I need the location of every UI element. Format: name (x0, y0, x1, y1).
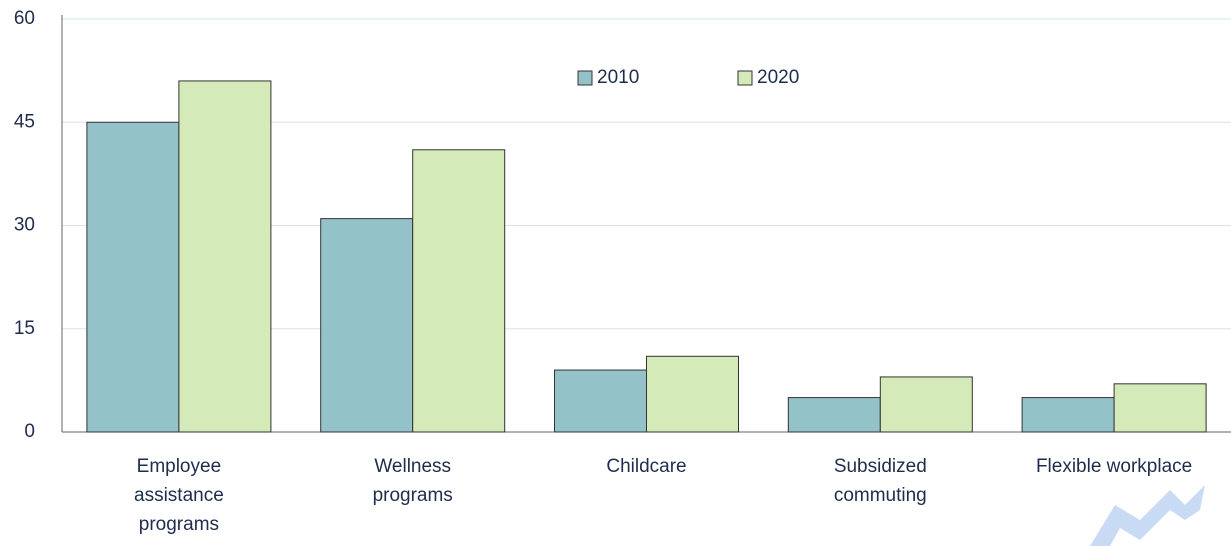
x-tick-label: Subsidized commuting (833, 456, 927, 506)
legend-label: 2010 (597, 67, 639, 88)
legend-swatch (577, 70, 593, 86)
legend-swatch (737, 70, 753, 86)
bar (1021, 397, 1115, 433)
bar (554, 369, 647, 433)
logo (1090, 485, 1205, 546)
x-tick-label: Flexible workplace (1035, 456, 1193, 477)
y-tick-label: 0 (24, 421, 35, 442)
y-tick-label: 15 (14, 318, 35, 339)
y-tick-label: 60 (14, 8, 35, 29)
x-tick-label: Employee assistance programs (134, 456, 224, 535)
x-tick-label: Childcare (606, 456, 687, 477)
legend-label: 2020 (757, 67, 799, 88)
x-tick-label: Wellness programs (372, 456, 453, 506)
bar (320, 218, 414, 433)
y-tick-label: 30 (14, 215, 35, 236)
bar (86, 121, 180, 433)
y-tick-label: 45 (14, 111, 35, 132)
bar (178, 80, 272, 433)
bar (1113, 383, 1207, 433)
bar (787, 397, 881, 433)
bar (646, 355, 739, 433)
bar (412, 149, 506, 433)
bar (879, 376, 973, 433)
